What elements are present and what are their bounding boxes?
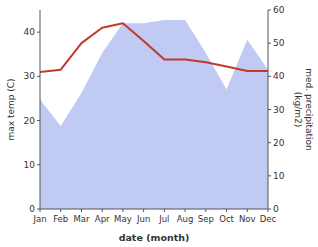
y2-tick: [268, 10, 271, 11]
y2-tick-label: 50: [273, 38, 285, 48]
x-tick: [247, 209, 248, 212]
x-tick: [102, 209, 103, 212]
y-tick: [37, 120, 40, 121]
chart: JanFebMarAprMayJunJulAugSepOctNovDec0102…: [0, 0, 318, 247]
x-tick-label: Dec: [260, 214, 277, 224]
y-tick: [37, 32, 40, 33]
y2-axis-label-line: (kg/m2): [293, 92, 303, 127]
y-tick-label: 0: [29, 204, 35, 214]
x-tick: [122, 209, 123, 212]
precipitation-area: [40, 20, 268, 209]
y-axis-label: max temp (C): [6, 78, 16, 140]
y2-tick-label: 30: [273, 105, 285, 115]
y2-tick: [268, 175, 271, 176]
x-axis-line: [40, 209, 268, 210]
y-axis-line: [40, 10, 41, 209]
y-tick-label: 20: [24, 116, 36, 126]
y2-tick-label: 20: [273, 138, 285, 148]
x-tick: [81, 209, 82, 212]
y2-tick-label: 0: [273, 204, 279, 214]
x-tick: [226, 209, 227, 212]
x-tick: [205, 209, 206, 212]
x-tick: [60, 209, 61, 212]
y2-tick: [268, 43, 271, 44]
x-tick-label: Oct: [219, 214, 234, 224]
y-tick-label: 10: [24, 160, 36, 170]
y2-tick: [268, 109, 271, 110]
y-tick: [37, 76, 40, 77]
x-tick-label: Sep: [198, 214, 214, 224]
y-tick-label: 40: [24, 27, 36, 37]
x-tick-label: Jan: [32, 214, 46, 224]
y2-tick-label: 60: [273, 5, 285, 15]
x-tick-label: Nov: [239, 214, 256, 224]
x-tick-label: Jun: [136, 214, 150, 224]
y-tick-label: 30: [24, 71, 36, 81]
y2-tick-label: 10: [273, 171, 285, 181]
y2-axis-label-line: med. precipitation: [304, 68, 314, 150]
y-tick: [37, 164, 40, 165]
x-tick-label: Aug: [177, 214, 194, 224]
x-tick: [143, 209, 144, 212]
y-tick: [37, 209, 40, 210]
y2-tick: [268, 76, 271, 77]
y2-tick: [268, 142, 271, 143]
x-tick-label: Apr: [95, 214, 110, 224]
x-tick-label: Mar: [73, 214, 90, 224]
x-tick-label: Feb: [53, 214, 68, 224]
x-tick: [164, 209, 165, 212]
x-tick-label: May: [114, 214, 132, 224]
y2-tick-label: 40: [273, 71, 285, 81]
x-tick-label: Jul: [158, 214, 169, 224]
temperature-line: [40, 23, 268, 72]
x-axis-label: date (month): [119, 232, 190, 243]
plot-area: [40, 20, 268, 209]
y2-tick: [268, 209, 271, 210]
x-tick: [185, 209, 186, 212]
y2-axis-label: med. precipitation(kg/m2): [293, 68, 314, 150]
